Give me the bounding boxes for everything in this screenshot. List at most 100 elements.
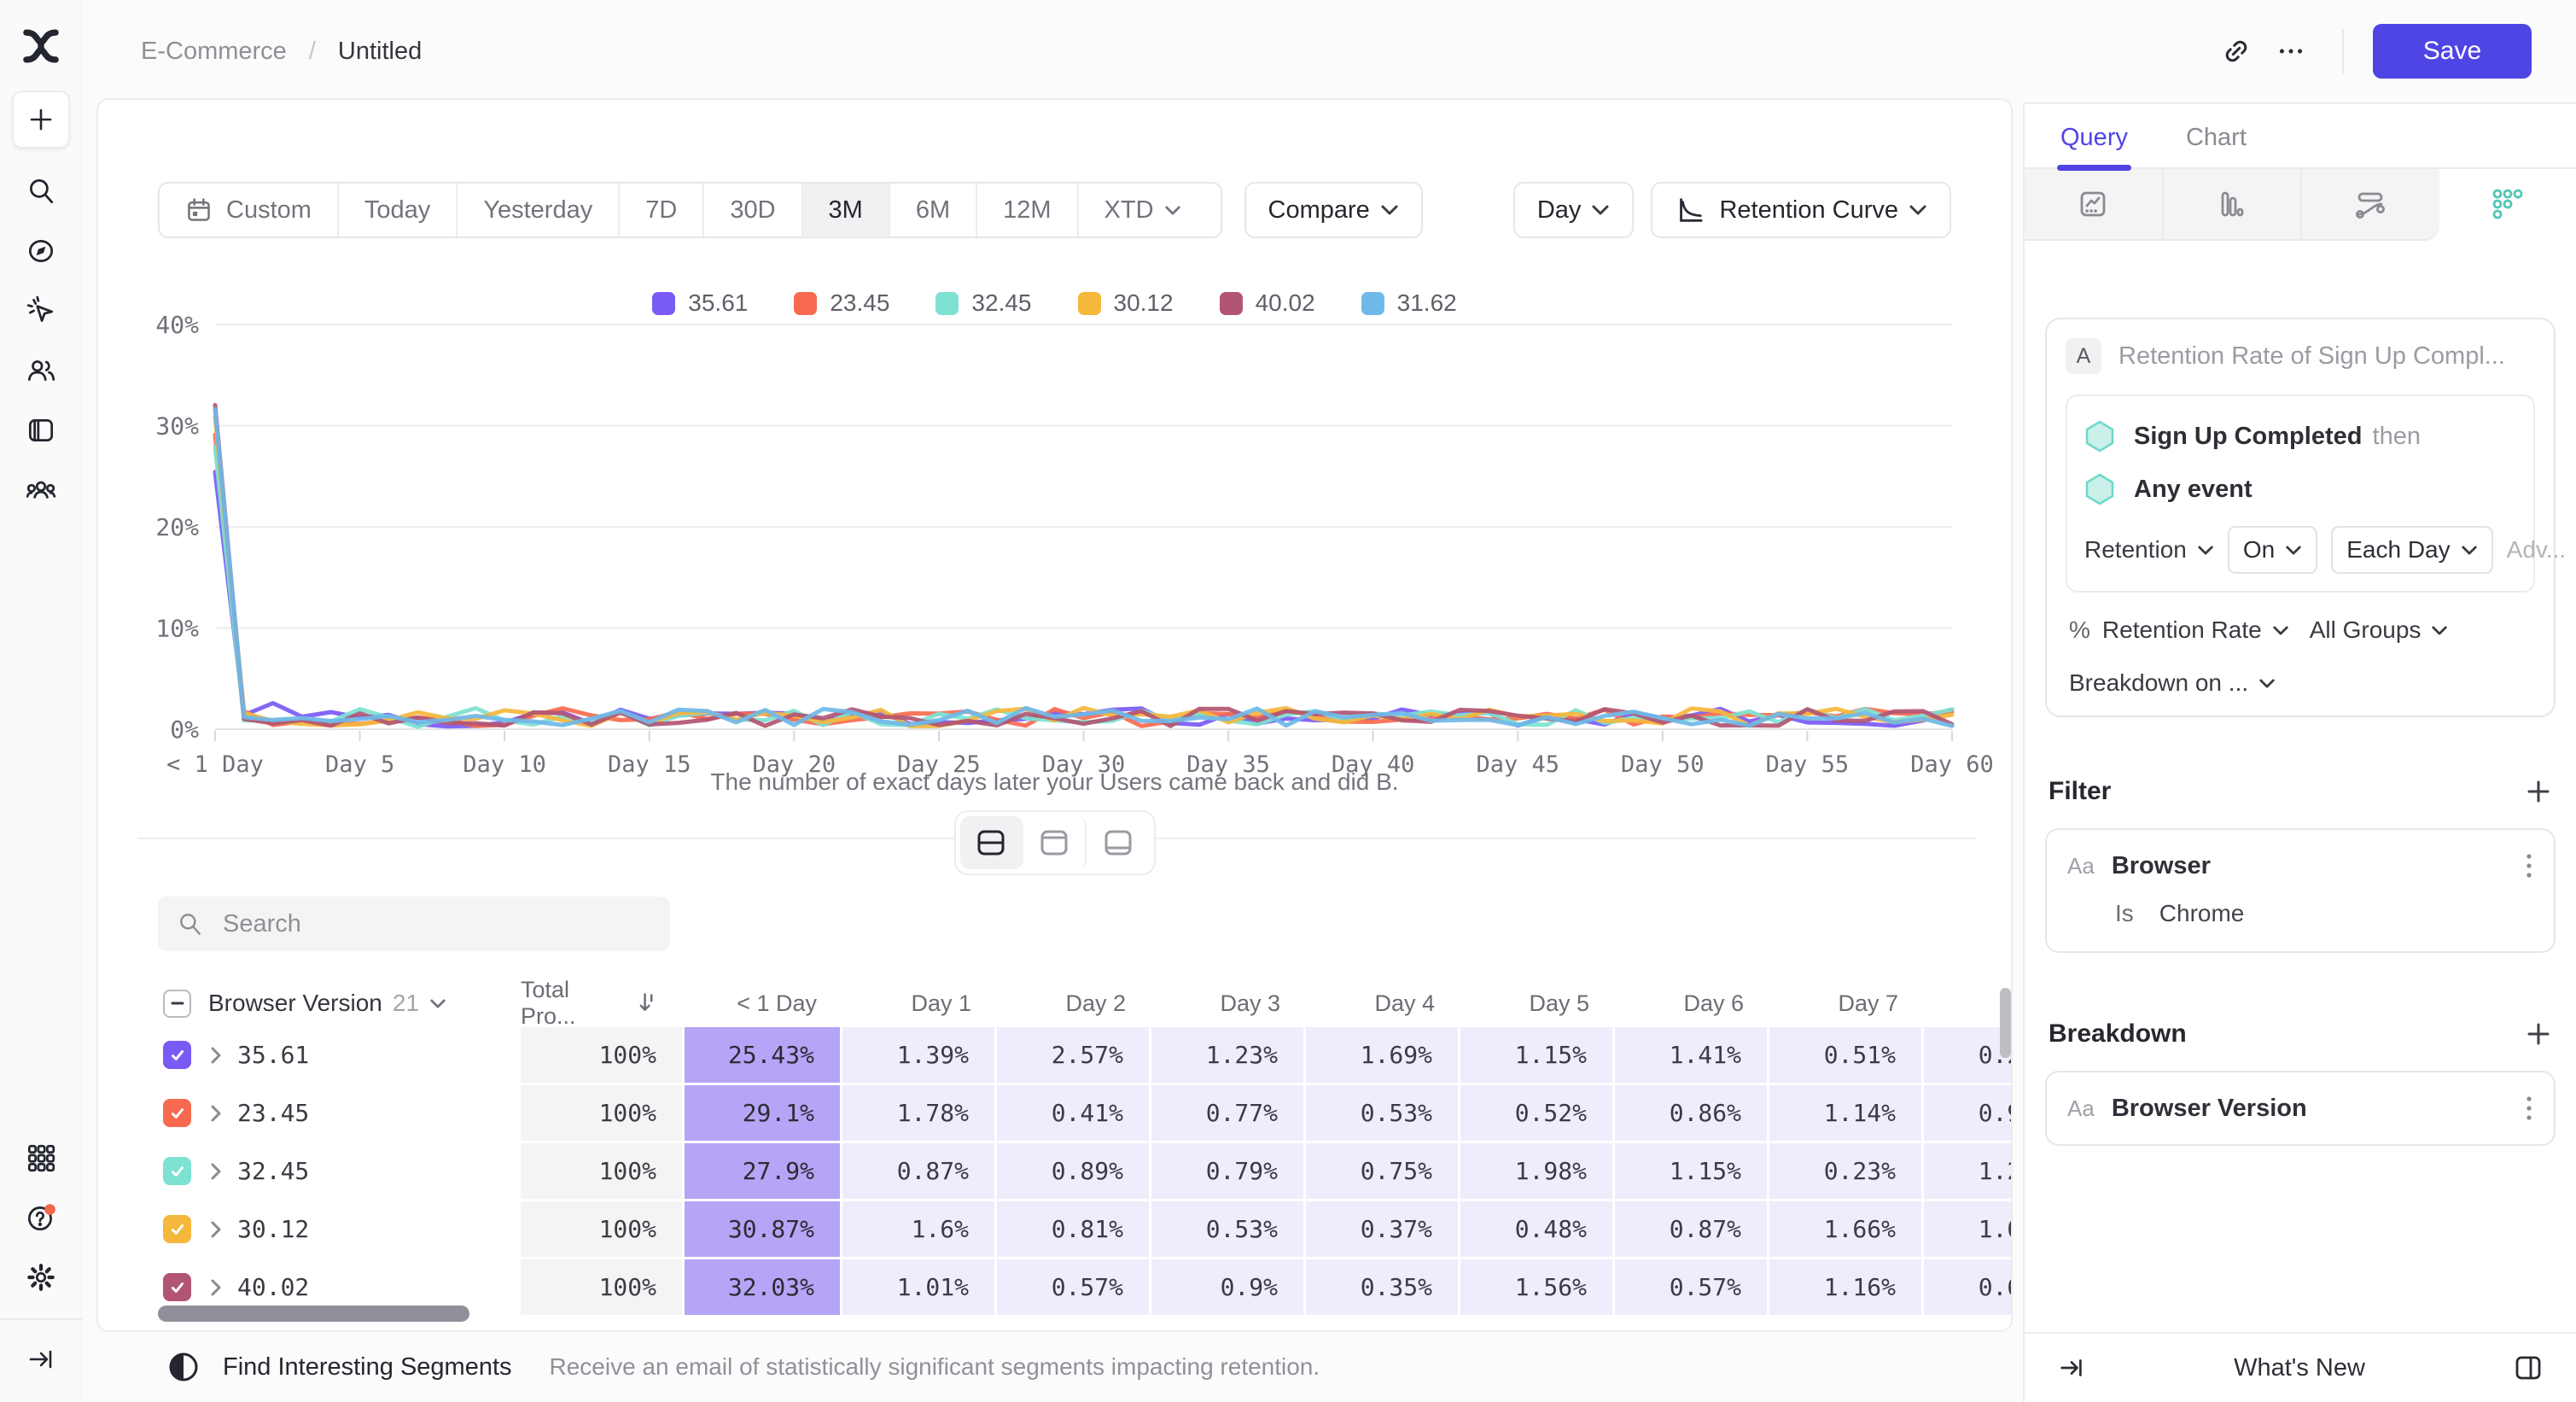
day-cell[interactable]: 0.75% (1306, 1143, 1460, 1201)
day-cell[interactable]: 0.87% (1615, 1201, 1769, 1259)
help-icon[interactable] (12, 1189, 70, 1247)
range-today[interactable]: Today (339, 184, 458, 237)
expand-row-icon[interactable] (210, 1046, 222, 1065)
users-icon[interactable] (12, 342, 70, 400)
day-cell[interactable]: 0.37% (1306, 1201, 1460, 1259)
filter-kebab-icon[interactable] (2525, 850, 2533, 881)
measure-dropdown[interactable]: Retention Rate (2102, 616, 2289, 644)
groups-dropdown[interactable]: All Groups (2310, 616, 2449, 644)
events-cursor-icon[interactable] (12, 282, 70, 340)
discover-compass-icon[interactable] (12, 222, 70, 280)
day-cell[interactable]: 0.93% (1924, 1085, 2011, 1143)
breakdown-property[interactable]: Browser Version (2111, 1094, 2307, 1122)
day-cell[interactable]: 0.81% (997, 1201, 1151, 1259)
day-cell[interactable]: 1.21% (1924, 1143, 2011, 1201)
column-header-day[interactable]: Day 7 (1838, 990, 1898, 1016)
compare-button[interactable]: Compare (1244, 182, 1423, 238)
day-cell[interactable]: 1.56% (1460, 1259, 1615, 1317)
breadcrumb-current[interactable]: Untitled (337, 37, 423, 65)
filter-value[interactable]: Chrome (2159, 900, 2245, 926)
day-cell[interactable]: 1.6% (842, 1201, 997, 1259)
day-cell[interactable]: 1.78% (842, 1085, 997, 1143)
row-name-cell[interactable]: 35.61 (158, 1027, 521, 1085)
day-cell[interactable]: 0.23% (1769, 1143, 1924, 1201)
day-cell[interactable]: 0.9% (1151, 1259, 1306, 1317)
granularity-dropdown[interactable]: Day (1512, 182, 1635, 238)
day-cell[interactable]: 0.35% (1306, 1259, 1460, 1317)
day-cell[interactable]: 0.48% (1460, 1201, 1615, 1259)
row-checkbox[interactable] (163, 1041, 191, 1069)
find-segments-link[interactable]: Find Interesting Segments (223, 1352, 512, 1381)
collapse-panel-icon[interactable] (2057, 1353, 2086, 1382)
layout-chart-bottom-toggle[interactable] (1087, 816, 1150, 869)
day0-cell[interactable]: 27.9% (685, 1143, 842, 1201)
day-cell[interactable]: 0.62% (1924, 1259, 2011, 1317)
table-search[interactable] (158, 897, 670, 951)
apps-grid-icon[interactable] (12, 1129, 70, 1187)
on-dropdown[interactable]: On (2227, 526, 2318, 574)
tab-query[interactable]: Query (2057, 124, 2131, 171)
day-cell[interactable]: 0.87% (842, 1143, 997, 1201)
column-header-day[interactable]: Day 3 (1220, 990, 1280, 1016)
day0-cell[interactable]: 30.87% (685, 1201, 842, 1259)
legend-item[interactable]: 40.02 (1219, 289, 1315, 317)
search-nav-icon[interactable] (12, 162, 70, 220)
select-all-checkbox[interactable] (163, 989, 191, 1018)
day-cell[interactable]: 1.23% (1151, 1027, 1306, 1085)
advanced-dropdown[interactable]: Adv... (2506, 536, 2567, 563)
day-cell[interactable]: 1.14% (1769, 1085, 1924, 1143)
column-header-total[interactable]: Total Pro... (521, 977, 685, 1030)
legend-item[interactable]: 31.62 (1361, 289, 1457, 317)
day-cell[interactable]: 1.98% (1460, 1143, 1615, 1201)
day-cell[interactable]: 0.89% (997, 1143, 1151, 1201)
retention-report-icon[interactable] (2439, 169, 2576, 241)
row-checkbox[interactable] (163, 1099, 191, 1127)
chart-type-dropdown[interactable]: Retention Curve (1651, 182, 1951, 238)
day-cell[interactable]: 0.57% (1615, 1259, 1769, 1317)
column-header-day[interactable]: Day 4 (1374, 990, 1435, 1016)
day0-cell[interactable]: 32.03% (685, 1259, 842, 1317)
breakdown-kebab-icon[interactable] (2525, 1093, 2533, 1124)
column-header-day[interactable]: Day 2 (1065, 990, 1126, 1016)
day-cell[interactable]: 1.66% (1769, 1201, 1924, 1259)
add-breakdown-icon[interactable] (2525, 1020, 2552, 1048)
column-header-name[interactable]: Browser Version 21 (158, 989, 521, 1018)
range-30d[interactable]: 30D (704, 184, 803, 237)
breakdown-card[interactable]: Aa Browser Version (2045, 1071, 2556, 1146)
day-cell[interactable]: 0.86% (1615, 1085, 1769, 1143)
whats-new-link[interactable]: What's New (2234, 1353, 2365, 1382)
cohorts-icon[interactable] (12, 461, 70, 519)
column-header-day[interactable]: Day 1 (911, 990, 971, 1016)
breakdown-on-dropdown[interactable]: Breakdown on ... (2069, 669, 2276, 697)
legend-item[interactable]: 35.61 (652, 289, 748, 317)
day-cell[interactable]: 0.41% (997, 1085, 1151, 1143)
day-cell[interactable]: 0.28% (1924, 1027, 2011, 1085)
column-header-day[interactable]: < 1 Day (737, 990, 817, 1016)
legend-item[interactable]: 23.45 (794, 289, 889, 317)
event-row-2[interactable]: Any event (2084, 463, 2516, 516)
day-cell[interactable]: 0.57% (997, 1259, 1151, 1317)
retention-line-chart[interactable]: 0% 10% 20% 30% 40% < 1 Day Day 5 Day 10 Day 15 Da… (98, 309, 2011, 804)
expand-row-icon[interactable] (210, 1220, 222, 1239)
day-cell[interactable]: 1.08% (1924, 1201, 2011, 1259)
create-new-button[interactable] (11, 91, 70, 149)
day0-cell[interactable]: 29.1% (685, 1085, 842, 1143)
row-checkbox[interactable] (163, 1273, 191, 1301)
day-cell[interactable]: 1.15% (1460, 1027, 1615, 1085)
column-header-day[interactable]: Day 5 (1529, 990, 1589, 1016)
collapse-sidebar-icon[interactable] (12, 1330, 70, 1388)
day-cell[interactable]: 0.51% (1769, 1027, 1924, 1085)
add-filter-icon[interactable] (2525, 778, 2552, 805)
boards-icon[interactable] (12, 401, 70, 459)
panel-layout-icon[interactable] (2513, 1352, 2544, 1383)
insights-report-icon[interactable] (2025, 169, 2164, 241)
range-7d[interactable]: 7D (620, 184, 705, 237)
day-cell[interactable]: 0.53% (1151, 1201, 1306, 1259)
day-cell[interactable]: 1.01% (842, 1259, 997, 1317)
settings-gear-icon[interactable] (12, 1248, 70, 1306)
day-cell[interactable]: 1.39% (842, 1027, 997, 1085)
range-3m[interactable]: 3M (802, 184, 890, 237)
expand-row-icon[interactable] (210, 1278, 222, 1297)
legend-item[interactable]: 30.12 (1077, 289, 1174, 317)
range-yesterday[interactable]: Yesterday (458, 184, 621, 237)
